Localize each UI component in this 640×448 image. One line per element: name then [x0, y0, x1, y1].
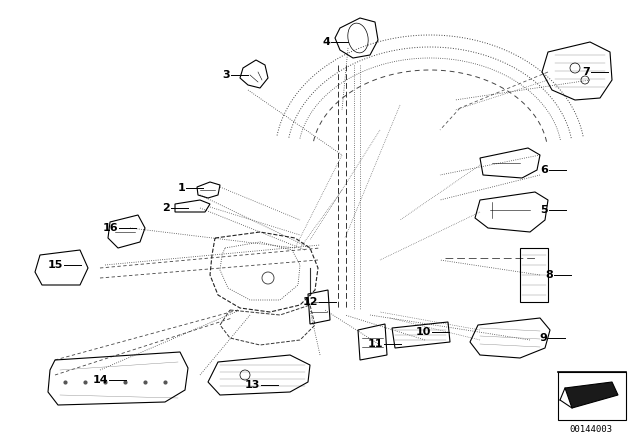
Text: 4: 4 — [322, 37, 330, 47]
Text: 7: 7 — [582, 67, 590, 77]
Text: 2: 2 — [163, 203, 170, 213]
Text: 10: 10 — [415, 327, 431, 337]
Polygon shape — [565, 382, 618, 408]
Text: 14: 14 — [92, 375, 108, 385]
Text: 8: 8 — [545, 270, 553, 280]
Text: 6: 6 — [540, 165, 548, 175]
Text: 9: 9 — [539, 333, 547, 343]
Text: 5: 5 — [540, 205, 548, 215]
Text: 13: 13 — [244, 380, 260, 390]
Text: 15: 15 — [47, 260, 63, 270]
Text: 11: 11 — [367, 339, 383, 349]
Text: 16: 16 — [102, 223, 118, 233]
Text: 3: 3 — [222, 70, 230, 80]
Text: 1: 1 — [177, 183, 185, 193]
Bar — [558, 372, 626, 420]
Text: 00144003: 00144003 — [570, 426, 612, 435]
Text: 12: 12 — [303, 297, 318, 307]
